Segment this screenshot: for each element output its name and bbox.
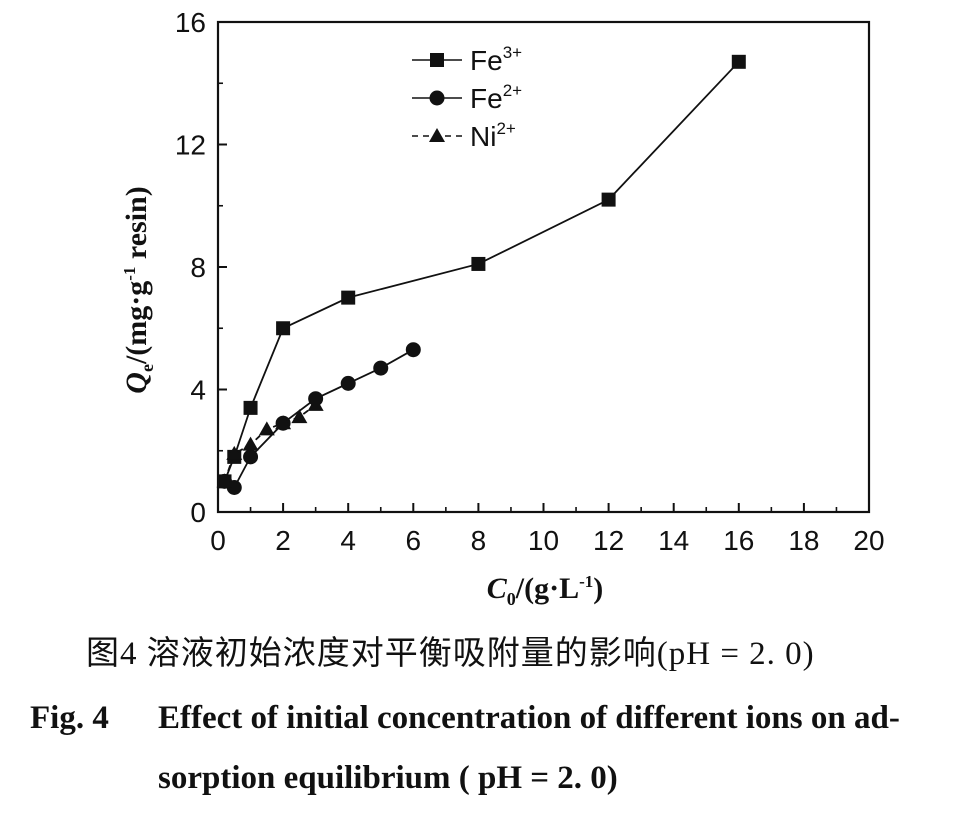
- x-tick-label: 0: [210, 525, 226, 556]
- x-tick-label: 6: [406, 525, 422, 556]
- legend: Fe3+Fe2+Ni2+: [412, 43, 522, 152]
- y-axis-label-rest: /(mg·g: [120, 281, 153, 365]
- series-line: [223, 61, 740, 482]
- legend-marker-circle: [429, 90, 445, 106]
- series-triangle: [216, 396, 324, 488]
- y-axis-label: Qe/(mg·g-1 resin): [120, 186, 157, 393]
- x-axis-label-rest: /(g·L: [515, 572, 579, 605]
- x-tick-label: 20: [853, 525, 884, 556]
- x-tick-label: 16: [723, 525, 754, 556]
- data-point-triangle: [275, 415, 292, 430]
- legend-label: Fe2+: [470, 81, 522, 114]
- data-point-circle: [373, 360, 389, 376]
- legend-label-sup: 2+: [503, 81, 522, 100]
- data-point-circle: [340, 375, 356, 391]
- y-axis-label-end: resin): [120, 186, 153, 266]
- legend-label: Ni2+: [470, 119, 516, 152]
- data-point-triangle: [226, 445, 243, 460]
- y-axis-label-sup: -1: [120, 267, 139, 281]
- data-point-square: [243, 400, 258, 415]
- x-tick-label: 8: [471, 525, 487, 556]
- series-square: [217, 54, 746, 489]
- x-tick-label: 4: [340, 525, 356, 556]
- caption-figure-label: Fig. 4: [30, 700, 109, 736]
- data-point-triangle: [307, 396, 324, 411]
- x-tick-label: 18: [788, 525, 819, 556]
- data-point-triangle: [242, 436, 259, 451]
- x-axis-label-main: C: [487, 572, 508, 605]
- caption-english-line2: sorption equilibrium ( pH = 2. 0): [158, 760, 618, 796]
- data-point-square: [341, 290, 356, 305]
- y-tick-label: 8: [190, 252, 206, 283]
- y-tick-label: 4: [190, 375, 206, 406]
- x-axis-label-sup: -1: [579, 572, 593, 591]
- data-point-square: [601, 192, 616, 207]
- caption-chinese: 图4 溶液初始浓度对平衡吸附量的影响(pH = 2. 0): [86, 636, 815, 672]
- data-point-square: [471, 256, 486, 271]
- x-axis-label: C0/(g·L-1): [487, 572, 604, 609]
- x-tick-label: 12: [593, 525, 624, 556]
- caption-english-line1: Fig. 4 Effect of initial concentration of…: [30, 700, 900, 737]
- x-tick-label: 2: [275, 525, 291, 556]
- legend-marker-triangle: [429, 128, 445, 142]
- y-axis-label-main: Q: [120, 372, 153, 394]
- data-point-square: [731, 54, 746, 69]
- data-point-triangle: [291, 409, 308, 424]
- adsorption-chart: 0 2 4 6 8 10 12 14 16 18 200481216C0/(g·L-1)Qe/(mg…: [120, 7, 885, 609]
- data-point-square: [276, 321, 291, 336]
- x-tick-label: 14: [658, 525, 689, 556]
- data-point-triangle: [258, 421, 275, 436]
- legend-label-base: Ni: [470, 121, 496, 152]
- data-point-circle: [226, 480, 242, 495]
- y-tick-label: 12: [175, 130, 206, 161]
- legend-label-sup: 3+: [503, 43, 522, 62]
- legend-label: Fe3+: [470, 43, 522, 76]
- plot-frame: [216, 20, 871, 514]
- y-tick-label: 0: [190, 497, 206, 528]
- legend-label-base: Fe: [470, 45, 503, 76]
- legend-label-base: Fe: [470, 83, 503, 114]
- data-point-circle: [243, 449, 259, 465]
- x-axis-label-end: ): [593, 572, 603, 605]
- caption-english-text1: Effect of initial concentration of diffe…: [158, 700, 900, 736]
- legend-label-sup: 2+: [496, 119, 515, 138]
- y-axis-label-sub: e: [137, 364, 157, 372]
- data-point-triangle: [216, 473, 233, 488]
- x-axis-label-sub: 0: [507, 589, 516, 609]
- y-tick-label: 16: [175, 7, 206, 38]
- x-tick-label: 10: [528, 525, 559, 556]
- data-point-circle: [405, 342, 421, 358]
- legend-marker-square: [430, 53, 444, 67]
